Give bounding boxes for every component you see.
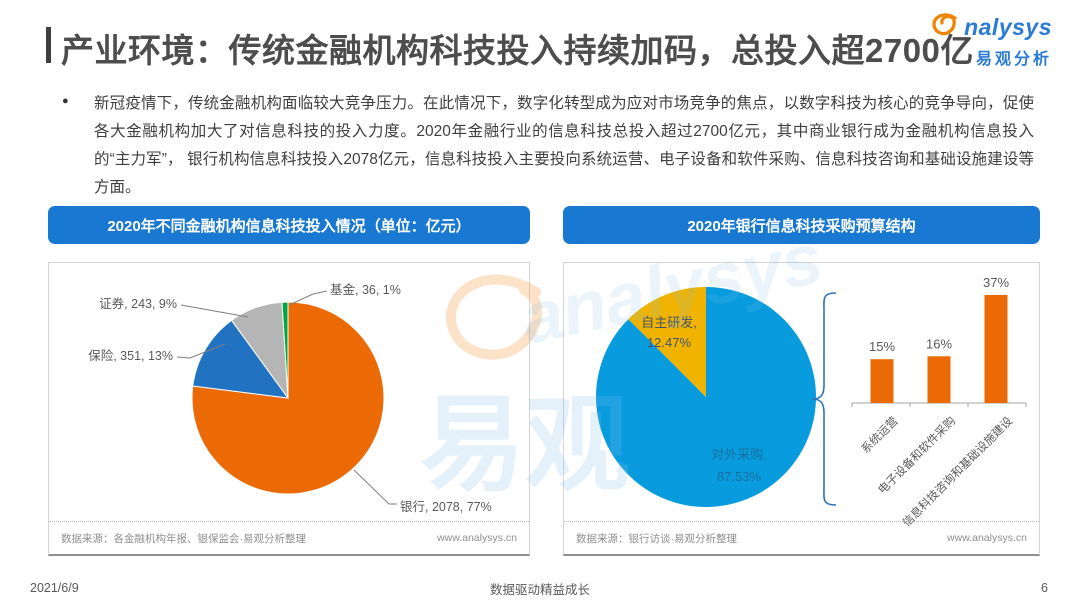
panel-footer-right: 数据来源：银行访谈·易观分析整理 www.analysys.cn — [564, 521, 1039, 554]
page-title: 产业环境：传统金融机构科技投入持续加码，总投入超2700亿 — [61, 32, 974, 69]
chart-panel-left: 银行, 2078, 77% 保险, 351, 13% 证券, 243, 9% 基金, … — [48, 262, 530, 556]
pie-label-证券: 证券, 243, 9% — [99, 296, 177, 311]
pie-chart-it-investment: 银行, 2078, 77% 保险, 351, 13% 证券, 243, 9% 基金, … — [88, 282, 492, 514]
chart-title-banner-right: 2020年银行信息科技采购预算结构 — [563, 206, 1040, 244]
leader-line-证券 — [180, 304, 249, 318]
pie-bar-chart-procurement: 对外采购, 87.53% 自主研发, 12.47% 15% 16% 37% — [596, 275, 1027, 507]
logo-swirl-icon — [930, 10, 964, 45]
pie-slice-保险 — [192, 319, 290, 399]
pie-label-银行: 银行, 2078, 77% — [400, 500, 492, 514]
source-text: 数据来源：银行访谈·易观分析整理 — [576, 532, 737, 545]
brace-icon — [811, 292, 837, 506]
bar-value-label-2: 37% — [983, 275, 1009, 290]
pie-inner-label-自主研发: 自主研发, — [641, 315, 697, 330]
header: 产业环境：传统金融机构科技投入持续加码，总投入超2700亿 — [46, 24, 1040, 72]
pie-label-基金: 基金, 36, 1% — [330, 282, 401, 297]
pie-slice-基金 — [281, 301, 289, 399]
logo-brand-text: nalysys — [964, 14, 1052, 40]
bar-value-label-0: 15% — [869, 339, 895, 354]
analysys-logo: nalysys 易观分析 — [930, 10, 1052, 69]
intro-section: ● 新冠疫情下，传统金融机构面临较大竞争压力。在此情况下，数字化转型成为应对市场… — [62, 90, 1034, 202]
leader-line-基金 — [288, 290, 328, 306]
pie-inner-label-对外采购: 对外采购, — [711, 447, 767, 462]
website-text: www.analysys.cn — [437, 532, 517, 544]
website-text: www.analysys.cn — [947, 532, 1027, 544]
intro-paragraph: 新冠疫情下，传统金融机构面临较大竞争压力。在此情况下，数字化转型成为应对市场竞争… — [94, 95, 1034, 196]
chart-panel-right: 对外采购, 87.53% 自主研发, 12.47% 15% 16% 37% 系统运营 电子设备… — [563, 262, 1040, 556]
bar-value-label-1: 16% — [926, 336, 952, 351]
leader-line-保险 — [176, 343, 226, 359]
chart-title-banner-left: 2020年不同金融机构信息科技投入情况（单位：亿元） — [48, 206, 530, 244]
pie-label-保险: 保险, 351, 13% — [88, 348, 173, 363]
title-accent-bar — [46, 27, 51, 63]
footer-slogan: 数据驱动精益成长 — [489, 582, 590, 597]
footer-date: 2021/6/9 — [30, 581, 79, 595]
pie-slice-自主研发 — [628, 287, 706, 397]
bullet-dot: ● — [62, 95, 69, 107]
bar-系统运营 — [870, 359, 894, 403]
page-footer: 2021/6/9 数据驱动精益成长 6 — [0, 575, 1080, 601]
bar-信息科技咨询和基础设施建设 — [984, 294, 1008, 403]
pie-inner-value-自主研发: 12.47% — [647, 335, 692, 350]
pie-inner-value-对外采购: 87.53% — [717, 469, 762, 484]
logo-brand-cn: 易观分析 — [975, 51, 1052, 68]
source-text: 数据来源：各金融机构年报、银保监会·易观分析整理 — [61, 532, 306, 545]
leader-line-银行 — [353, 469, 397, 505]
panel-footer-left: 数据来源：各金融机构年报、银保监会·易观分析整理 www.analysys.cn — [49, 521, 529, 554]
footer-page-number: 6 — [1041, 581, 1048, 595]
bar-电子设备和软件采购 — [927, 356, 951, 403]
